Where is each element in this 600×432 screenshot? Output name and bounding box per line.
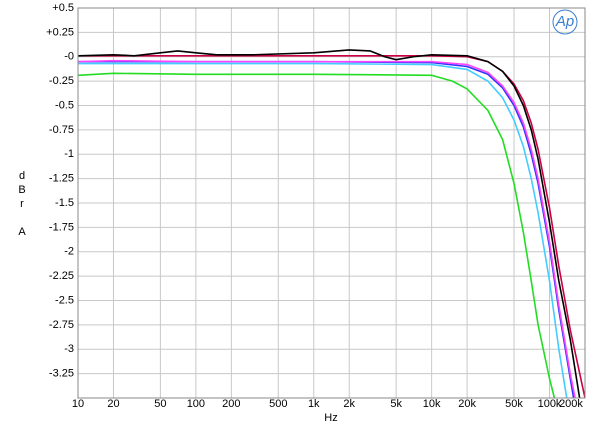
x-tick-label: 100k	[538, 398, 562, 410]
trace	[78, 72, 556, 398]
grid	[77, 7, 586, 398]
x-tick-label: 1k	[308, 398, 320, 410]
x-tick-label: 10k	[423, 398, 441, 410]
y-tick-label: -1.5	[55, 197, 74, 209]
y-tick-label: -0.25	[49, 75, 74, 87]
y-tick-label: -2	[64, 246, 74, 258]
x-tick-label: 50k	[505, 398, 523, 410]
y-tick-label: -2.25	[49, 270, 74, 282]
x-tick-label: 2k	[343, 398, 355, 410]
y-axis-label: dBr A	[16, 170, 28, 240]
trace	[78, 49, 581, 398]
y-tick-label: +0.25	[46, 26, 74, 38]
x-tick-label: 20k	[458, 398, 476, 410]
y-tick-label: -3	[64, 343, 74, 355]
logo: Ap	[555, 13, 574, 30]
x-tick-label: 20	[107, 398, 119, 410]
y-tick-label: -0.5	[55, 99, 74, 111]
x-tick-label: 50	[154, 398, 166, 410]
x-axis-label: Hz	[324, 412, 337, 424]
x-tick-label: 200	[222, 398, 240, 410]
y-tick-label: -2.5	[55, 294, 74, 306]
y-tick-label: -2.75	[49, 319, 74, 331]
x-tick-label: 10	[72, 398, 84, 410]
x-tick-label: 5k	[390, 398, 402, 410]
traces	[78, 49, 585, 398]
trace	[78, 62, 568, 398]
trace	[78, 59, 576, 398]
plot-frame	[77, 7, 586, 399]
y-tick-label: -1	[64, 148, 74, 160]
logo-ring	[552, 9, 578, 35]
y-tick-label: -0	[64, 51, 74, 63]
y-tick-label: +0.5	[52, 2, 74, 14]
y-tick-label: -1.25	[49, 173, 74, 185]
x-tick-label: 500	[269, 398, 287, 410]
x-tick-label: 100	[187, 398, 205, 410]
y-tick-label: -1.75	[49, 221, 74, 233]
x-tick-label: 200k	[559, 398, 583, 410]
y-tick-label: -0.75	[49, 124, 74, 136]
y-tick-label: -3.25	[49, 368, 74, 380]
